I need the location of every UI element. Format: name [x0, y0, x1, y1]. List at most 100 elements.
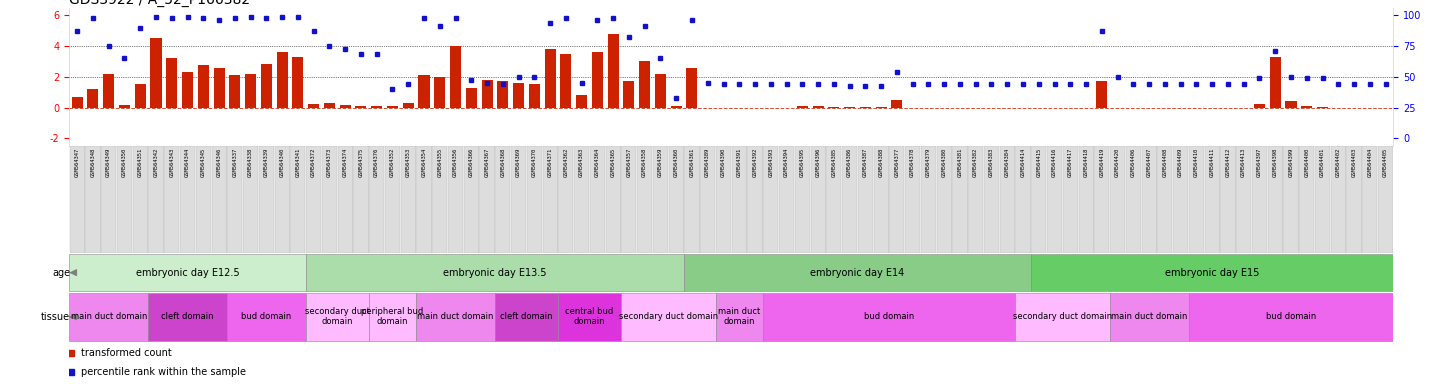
- Bar: [227, 146, 243, 253]
- Text: secondary duct domain: secondary duct domain: [1012, 312, 1112, 321]
- Bar: [198, 65, 209, 108]
- Bar: [890, 146, 904, 253]
- Bar: [134, 84, 146, 108]
- Bar: [1317, 107, 1328, 108]
- Bar: [466, 88, 477, 108]
- Bar: [1110, 146, 1125, 253]
- Bar: [967, 146, 983, 253]
- Bar: [1285, 101, 1297, 108]
- Bar: [166, 58, 178, 108]
- Bar: [370, 146, 384, 253]
- Bar: [149, 146, 163, 253]
- Text: embryonic day E14: embryonic day E14: [810, 268, 904, 278]
- Bar: [1269, 57, 1281, 108]
- Bar: [1252, 146, 1266, 253]
- Bar: [69, 146, 85, 253]
- Text: GSM564349: GSM564349: [107, 148, 111, 177]
- Bar: [1331, 146, 1346, 253]
- Bar: [764, 146, 778, 253]
- Bar: [621, 146, 637, 253]
- Text: GSM564384: GSM564384: [1005, 148, 1009, 177]
- Bar: [921, 146, 936, 253]
- Bar: [544, 49, 556, 108]
- Bar: [1157, 146, 1173, 253]
- Bar: [858, 146, 874, 253]
- Bar: [101, 146, 117, 253]
- Bar: [386, 146, 400, 253]
- Text: GSM564383: GSM564383: [989, 148, 993, 177]
- Text: bud domain: bud domain: [241, 312, 292, 321]
- Bar: [1378, 146, 1393, 253]
- Bar: [637, 146, 653, 253]
- Text: GSM564415: GSM564415: [1037, 148, 1041, 177]
- Text: GSM564357: GSM564357: [627, 148, 631, 177]
- Text: main duct domain: main duct domain: [1110, 312, 1187, 321]
- Bar: [576, 95, 588, 108]
- Text: GSM564404: GSM564404: [1367, 148, 1372, 177]
- Text: GSM564398: GSM564398: [1272, 148, 1278, 177]
- Bar: [529, 84, 540, 108]
- Bar: [464, 146, 479, 253]
- Bar: [543, 146, 557, 253]
- Bar: [323, 103, 335, 108]
- Text: GSM564367: GSM564367: [485, 148, 490, 177]
- Text: GSM564395: GSM564395: [800, 148, 804, 177]
- Bar: [1301, 106, 1313, 108]
- Text: secondary duct
domain: secondary duct domain: [305, 307, 370, 326]
- Bar: [953, 146, 967, 253]
- Text: GSM564380: GSM564380: [941, 148, 947, 177]
- Bar: [387, 106, 399, 108]
- Bar: [1031, 254, 1393, 291]
- Bar: [797, 106, 807, 108]
- Bar: [180, 146, 195, 253]
- Text: GSM564354: GSM564354: [422, 148, 426, 177]
- Bar: [85, 146, 101, 253]
- Text: GSM564376: GSM564376: [374, 148, 380, 177]
- Text: GSM564352: GSM564352: [390, 148, 396, 177]
- Text: percentile rank within the sample: percentile rank within the sample: [81, 367, 247, 377]
- Bar: [1015, 293, 1110, 341]
- Text: GSM564371: GSM564371: [547, 148, 553, 177]
- Text: central bud
domain: central bud domain: [566, 307, 614, 326]
- Text: GSM564338: GSM564338: [248, 148, 253, 177]
- Bar: [1253, 104, 1265, 108]
- Text: GSM564393: GSM564393: [768, 148, 774, 177]
- Bar: [1031, 146, 1047, 253]
- Bar: [875, 107, 887, 108]
- Bar: [495, 293, 557, 341]
- Bar: [1095, 146, 1109, 253]
- Text: cleft domain: cleft domain: [162, 312, 214, 321]
- Bar: [308, 104, 319, 108]
- Bar: [495, 146, 510, 253]
- Bar: [274, 146, 290, 253]
- Text: GSM564347: GSM564347: [75, 148, 79, 177]
- Bar: [230, 75, 240, 108]
- Text: GSM564414: GSM564414: [1021, 148, 1025, 177]
- Bar: [656, 74, 666, 108]
- Bar: [355, 106, 367, 108]
- Text: GSM564343: GSM564343: [169, 148, 175, 177]
- Bar: [716, 146, 731, 253]
- Bar: [72, 97, 82, 108]
- Bar: [905, 146, 920, 253]
- Bar: [810, 146, 826, 253]
- Bar: [1079, 146, 1093, 253]
- Bar: [1096, 81, 1108, 108]
- Text: GSM564392: GSM564392: [752, 148, 758, 177]
- Bar: [1126, 146, 1141, 253]
- Text: GSM564382: GSM564382: [973, 148, 978, 177]
- Bar: [1362, 146, 1378, 253]
- Text: GSM564400: GSM564400: [1304, 148, 1310, 177]
- Bar: [88, 89, 98, 108]
- Bar: [999, 146, 1015, 253]
- Text: transformed count: transformed count: [81, 348, 172, 358]
- Bar: [149, 293, 227, 341]
- Bar: [845, 107, 855, 108]
- Bar: [527, 146, 542, 253]
- Bar: [874, 146, 888, 253]
- Text: GSM564356: GSM564356: [453, 148, 458, 177]
- Text: GSM564351: GSM564351: [137, 148, 143, 177]
- Text: GSM564408: GSM564408: [1162, 148, 1167, 177]
- Bar: [481, 80, 492, 108]
- Bar: [1204, 146, 1220, 253]
